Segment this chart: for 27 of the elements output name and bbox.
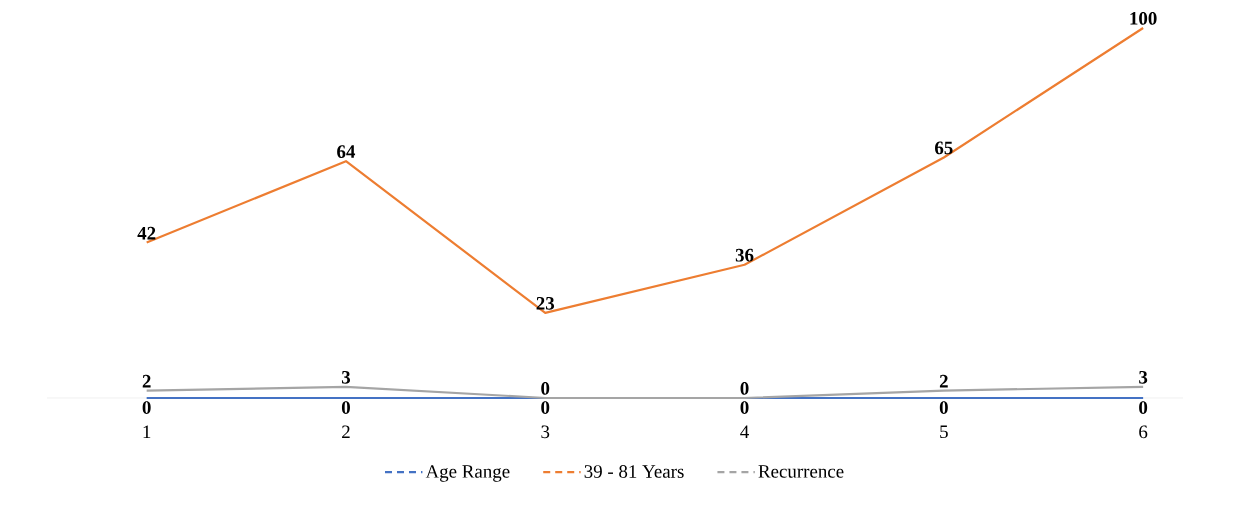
x-tick-label: 2 (342, 425, 350, 439)
legend-label: Recurrence (758, 465, 844, 478)
data-label: 3 (341, 370, 351, 384)
data-label: 0 (142, 401, 151, 414)
x-tick-label: 6 (1139, 425, 1148, 439)
x-tick-label: 5 (940, 425, 948, 439)
data-label: 0 (740, 382, 749, 395)
data-label: 2 (939, 374, 948, 388)
x-tick-label: 3 (541, 425, 550, 439)
data-label: 0 (939, 401, 948, 414)
data-label: 65 (935, 141, 953, 155)
data-label: 0 (740, 401, 749, 414)
data-label: 2 (142, 374, 151, 388)
legend-label: Age Range (425, 465, 510, 482)
data-label: 100 (1130, 12, 1157, 25)
data-label: 36 (735, 248, 754, 262)
legend-label: 39 - 81 Years (584, 465, 684, 478)
data-label: 0 (1139, 401, 1148, 414)
data-label: 23 (536, 296, 555, 310)
data-label: 0 (541, 401, 550, 414)
data-label: 0 (541, 382, 550, 395)
data-label: 42 (137, 226, 156, 240)
data-label: 3 (1139, 370, 1148, 384)
x-tick-label: 4 (740, 425, 749, 438)
data-label: 0 (341, 401, 350, 414)
x-tick-label: 1 (143, 425, 151, 438)
data-label: 64 (337, 145, 356, 158)
